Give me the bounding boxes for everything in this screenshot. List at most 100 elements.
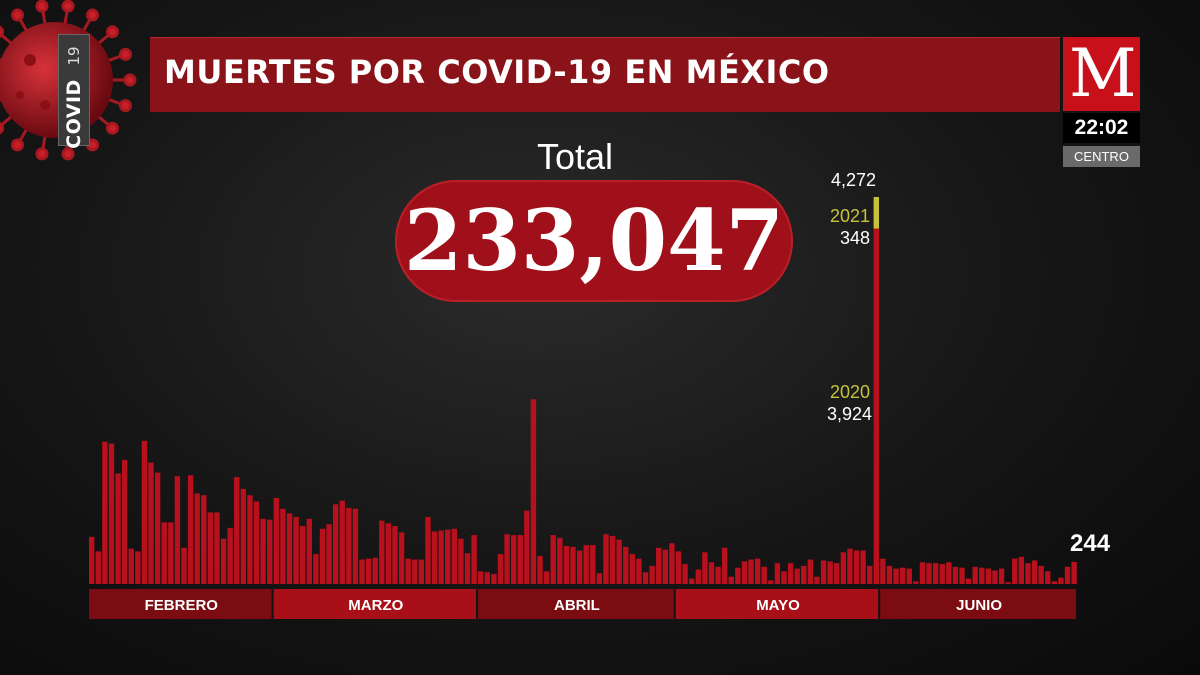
- chart-bar: [484, 572, 490, 584]
- chart-bar: [89, 536, 95, 584]
- chart-bar: [847, 548, 853, 584]
- chart-bar: [827, 561, 833, 584]
- chart-bar: [688, 578, 695, 584]
- chart-bar: [926, 563, 932, 584]
- chart-bar: [715, 566, 721, 584]
- chart-bar: [471, 535, 477, 584]
- chart-bar: [932, 563, 939, 584]
- chart-bar: [768, 580, 774, 584]
- chart-bar: [524, 510, 530, 584]
- chart-bar: [128, 548, 134, 584]
- chart-bar: [332, 504, 339, 584]
- chart-bar: [741, 561, 748, 584]
- chart-bar: [504, 534, 510, 584]
- chart-bar: [240, 488, 247, 584]
- covid-badge: 19 COVID: [58, 34, 90, 149]
- chart-bar: [517, 535, 523, 584]
- chart-bar: [708, 562, 715, 584]
- chart-bar: [135, 551, 141, 584]
- chart-bar: [174, 476, 181, 584]
- chart-bar: [642, 572, 649, 584]
- chart-bar: [412, 559, 418, 584]
- chart-bar: [1038, 565, 1044, 584]
- chart-bar: [1051, 581, 1058, 584]
- chart-bar: [431, 531, 438, 584]
- chart-bar: [814, 576, 820, 584]
- chart-bar: [867, 565, 873, 584]
- peak-total-annotation: 4,272: [830, 170, 876, 190]
- chart-bar: [623, 546, 629, 584]
- chart-bar: [596, 573, 603, 584]
- chart-bar: [194, 493, 200, 584]
- chart-bar: [458, 538, 464, 584]
- chart-bar: [102, 441, 108, 584]
- chart-bar: [794, 568, 800, 584]
- total-value: 233,047: [404, 191, 784, 290]
- milenio-logo: M: [1063, 37, 1140, 111]
- chart-bar: [985, 568, 992, 584]
- chart-bar: [992, 570, 998, 584]
- chart-bar: [781, 571, 787, 584]
- chart-bar: [95, 551, 101, 584]
- chart-bar-2021-segment: [873, 197, 879, 229]
- chart-bar: [807, 559, 814, 584]
- chart-bar: [438, 530, 444, 584]
- chart-bar: [115, 473, 121, 584]
- chart-bar: [946, 562, 952, 584]
- clock: 22:02: [1063, 113, 1140, 143]
- chart-bar: [675, 551, 682, 584]
- month-label: MARZO: [348, 597, 403, 614]
- chart-bar: [207, 512, 214, 584]
- chart-bar: [168, 522, 174, 584]
- page-title: MUERTES POR COVID-19 EN MÉXICO: [164, 53, 830, 91]
- chart-bar: [1058, 577, 1064, 584]
- chart-bar: [636, 558, 642, 584]
- chart-bar: [510, 535, 517, 584]
- chart-bar: [293, 516, 299, 584]
- month-label: MAYO: [756, 597, 800, 614]
- year-2020-value: 3,924: [826, 404, 872, 424]
- chart-bar: [234, 477, 240, 584]
- chart-bar: [728, 576, 734, 584]
- chart-bar: [214, 512, 220, 584]
- chart-bar: [899, 567, 906, 584]
- chart-bar: [253, 501, 260, 584]
- chart-bar: [959, 567, 965, 584]
- chart-bar: [339, 500, 345, 584]
- chart-bar: [379, 520, 385, 584]
- chart-bar: [873, 228, 879, 584]
- year-2021-label: 2021: [829, 206, 870, 226]
- chart-bar: [372, 557, 378, 584]
- chart-bar: [913, 581, 919, 584]
- total-label: Total: [536, 136, 614, 177]
- chart-bar: [649, 565, 655, 584]
- time-zone-label: CENTRO: [1063, 146, 1140, 167]
- chart-bar: [326, 524, 332, 584]
- chart-bar: [497, 554, 504, 584]
- chart-bar: [550, 535, 556, 584]
- chart-bar: [939, 564, 945, 584]
- chart-bar: [398, 532, 405, 584]
- chart-bar: [576, 550, 583, 584]
- month-band: [273, 589, 476, 619]
- chart-bar: [557, 537, 563, 584]
- chart-bar: [669, 543, 675, 584]
- chart-bar: [148, 462, 154, 584]
- chart-bar: [201, 495, 207, 584]
- logo-letter: M: [1069, 35, 1137, 112]
- chart-bar: [187, 475, 194, 584]
- chart-bar: [530, 399, 537, 584]
- chart-bar: [154, 472, 161, 584]
- chart-bar: [893, 568, 899, 584]
- chart-bar: [260, 518, 266, 584]
- chart-bar: [834, 563, 840, 584]
- chart-bar: [682, 564, 688, 584]
- chart-bar: [227, 527, 233, 584]
- chart-bar: [451, 528, 458, 584]
- chart-bar: [418, 559, 425, 584]
- chart-bar: [141, 440, 148, 584]
- chart-bar: [721, 547, 728, 584]
- chart-bar: [853, 550, 860, 584]
- chart-bar: [609, 535, 616, 584]
